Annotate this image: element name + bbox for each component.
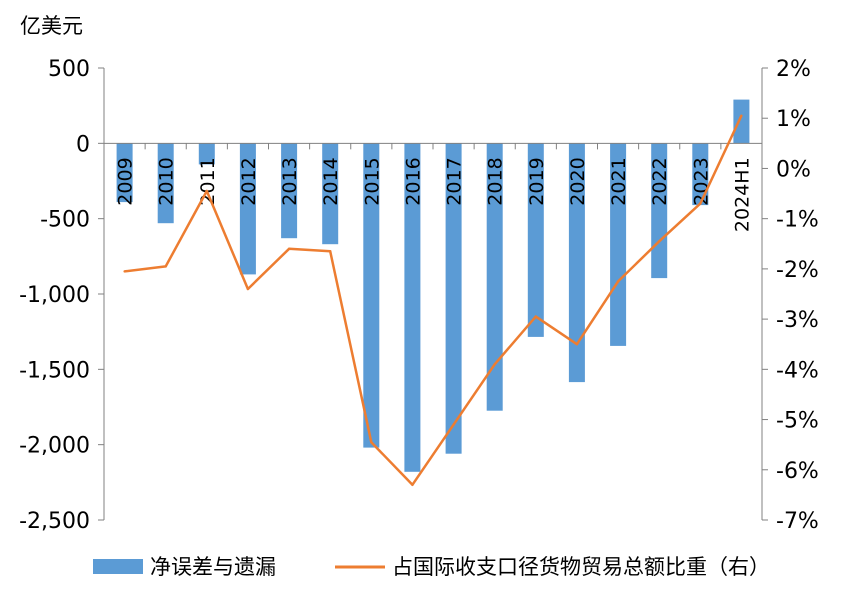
bar-2023: [692, 143, 709, 206]
line-path: [124, 115, 743, 487]
line-point-2012: [246, 287, 250, 291]
category-label-2016: 2016: [402, 157, 424, 205]
legend-label-bar: 净误差与遗漏: [150, 555, 276, 579]
bar-2016: [404, 143, 421, 472]
bar-2011: [198, 143, 215, 165]
y-right-tick-label: -5%: [776, 409, 819, 434]
bar-2015: [363, 143, 380, 448]
line-point-2018: [493, 363, 496, 366]
y-left-tick-label: -1,000: [19, 283, 90, 308]
category-label-2014: 2014: [320, 157, 342, 205]
bar-2014: [322, 143, 339, 245]
axes: 500 0 -500 -1,000 -1,500 -2,000 -2,500 2% 1% 0% -1…: [19, 57, 819, 534]
line-series: [123, 114, 743, 487]
category-label-2019: 2019: [526, 157, 548, 205]
y-right-tick-label: -6%: [776, 459, 819, 484]
y-right-tick-label: 1%: [776, 107, 811, 132]
category-label-2022: 2022: [649, 157, 671, 205]
category-label-2013: 2013: [279, 157, 301, 205]
category-label-2009: 2009: [115, 157, 137, 205]
bar-2024H1: [733, 99, 750, 144]
bar-2009: [116, 143, 133, 203]
category-label-2023: 2023: [690, 157, 712, 205]
line-point-2019: [534, 315, 537, 318]
line-point-2009: [123, 270, 126, 273]
y-right-tick-label: -4%: [776, 358, 819, 383]
line-point-2023: [699, 202, 702, 205]
y-left-tick-label: 500: [48, 57, 90, 82]
line-point-2022: [658, 240, 661, 243]
bar-2019: [527, 143, 544, 337]
y-right-tick-label: -1%: [776, 208, 819, 233]
category-label-2020: 2020: [567, 157, 589, 205]
line-point-2024H1: [740, 114, 743, 117]
y-left-tick-label: -2,000: [19, 434, 90, 459]
line-point-2020: [575, 343, 579, 346]
bar-series: [116, 99, 750, 472]
legend-label-line: 占国际收支口径货物贸易总额比重（右）: [392, 555, 770, 579]
category-label-2012: 2012: [238, 157, 260, 205]
y-right-tick-label: 0%: [776, 157, 811, 182]
y-right-tick-label: -3%: [776, 308, 819, 333]
category-label-2018: 2018: [485, 157, 507, 205]
y-left-tick-label: 0: [76, 132, 90, 157]
line-point-2011: [205, 189, 208, 193]
legend-swatch-bar: [93, 559, 143, 574]
legend: 净误差与遗漏 占国际收支口径货物贸易总额比重（右）: [93, 555, 770, 579]
y-left-tick-label: -1,500: [19, 358, 90, 383]
category-label-2015: 2015: [361, 157, 383, 205]
y-left-unit-label: 亿美元: [20, 14, 83, 38]
category-label-2017: 2017: [444, 157, 466, 205]
y-left-tick-label: -500: [40, 208, 90, 233]
category-label-2024H1: 2024H1: [731, 157, 753, 232]
bar-2021: [610, 143, 627, 346]
line-point-2016: [411, 483, 414, 486]
bar-2012: [239, 143, 256, 275]
line-point-2013: [287, 247, 291, 250]
bar-2017: [445, 143, 462, 454]
category-label-2010: 2010: [156, 157, 178, 205]
y-right-tick-label: -7%: [776, 509, 819, 534]
y-left-tick-label: -2,500: [19, 509, 90, 534]
line-point-2021: [616, 280, 620, 283]
category-labels: 2009 2010 2011 2012 2013 2014 2015 2016 2017 2018…: [115, 157, 754, 232]
line-point-2015: [370, 441, 373, 444]
y-right-tick-label: 2%: [776, 57, 811, 82]
category-label-2021: 2021: [608, 157, 630, 205]
bar-2018: [486, 143, 503, 411]
line-point-2017: [452, 423, 455, 426]
line-point-2010: [164, 265, 167, 268]
bar-2010: [157, 143, 174, 224]
bar-2013: [281, 143, 298, 239]
line-point-2014: [329, 250, 332, 253]
category-label-2011: 2011: [197, 157, 219, 205]
y-right-tick-label: -2%: [776, 258, 819, 283]
bar-2020: [568, 143, 585, 383]
